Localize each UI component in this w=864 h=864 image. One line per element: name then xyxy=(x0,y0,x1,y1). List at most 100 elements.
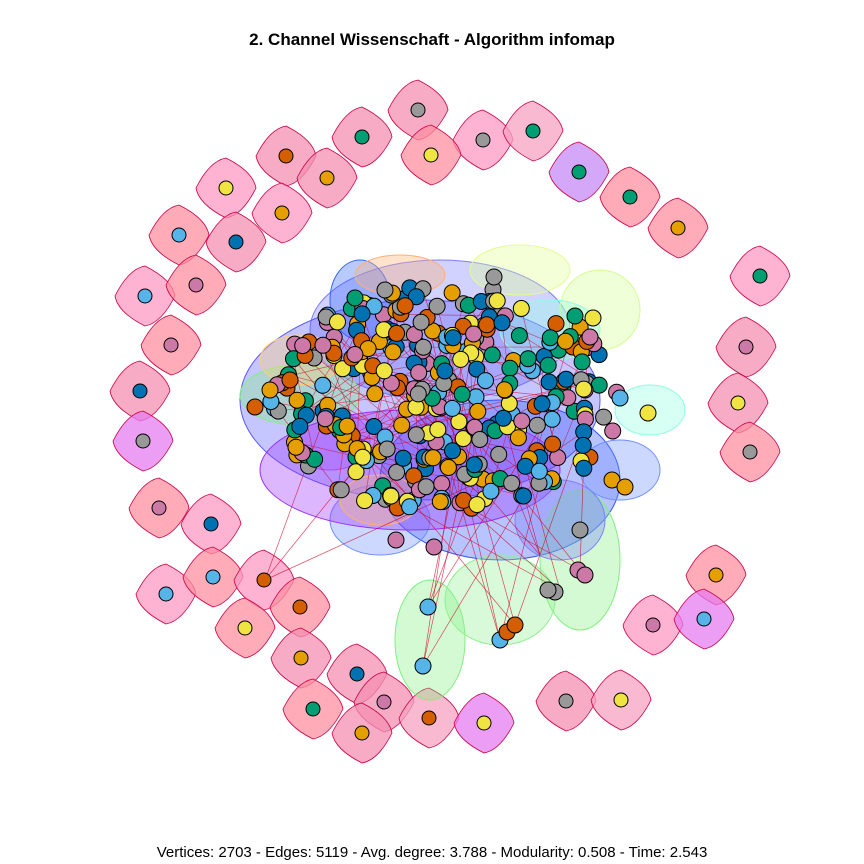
graph-node xyxy=(288,391,306,409)
graph-node xyxy=(424,449,442,467)
graph-node xyxy=(639,404,657,422)
graph-node xyxy=(347,463,365,481)
graph-node xyxy=(384,343,402,361)
graph-node xyxy=(417,478,435,496)
graph-node xyxy=(394,449,412,467)
graph-node xyxy=(573,353,591,371)
graph-node xyxy=(478,316,496,334)
graph-node xyxy=(670,220,686,236)
graph-node xyxy=(533,395,551,413)
graph-node xyxy=(228,234,244,250)
graph-node xyxy=(158,586,174,602)
graph-node xyxy=(414,338,432,356)
community-hull xyxy=(394,579,466,701)
graph-node xyxy=(547,315,565,333)
graph-node xyxy=(496,381,513,399)
graph-node xyxy=(132,383,148,399)
graph-node xyxy=(574,436,592,454)
graph-node xyxy=(378,440,396,458)
graph-node xyxy=(571,164,587,180)
graph-node xyxy=(281,371,299,389)
graph-node xyxy=(613,692,629,708)
graph-node xyxy=(429,421,447,439)
graph-node xyxy=(506,616,524,634)
graph-node xyxy=(576,566,594,584)
graph-node xyxy=(171,227,187,243)
graph-node xyxy=(436,362,454,380)
graph-node xyxy=(421,710,437,726)
graph-node xyxy=(444,442,461,460)
graph-node xyxy=(467,388,485,406)
graph-node xyxy=(539,581,557,599)
graph-node xyxy=(490,445,508,463)
community-hulls xyxy=(109,79,791,764)
graph-edge xyxy=(514,431,584,626)
node-layer xyxy=(132,102,768,741)
graph-node xyxy=(388,324,406,342)
graph-node xyxy=(454,430,472,448)
graph-edge xyxy=(302,345,449,468)
graph-node xyxy=(135,433,151,449)
graph-node xyxy=(503,474,521,492)
chart-title: 2. Channel Wissenschaft - Algorithm info… xyxy=(249,30,615,49)
graph-node xyxy=(316,410,334,428)
graph-node xyxy=(409,385,427,403)
graph-node xyxy=(539,356,557,374)
graph-node xyxy=(376,694,392,710)
graph-node xyxy=(696,611,712,627)
graph-node xyxy=(353,305,371,323)
graph-node xyxy=(332,481,350,499)
graph-node xyxy=(423,147,439,163)
graph-node xyxy=(575,459,593,477)
graph-node xyxy=(477,372,494,390)
graph-node xyxy=(708,567,724,583)
graph-node xyxy=(443,284,461,302)
graph-node xyxy=(510,327,528,345)
graph-node xyxy=(482,482,500,500)
graph-node xyxy=(407,426,425,444)
graph-edge xyxy=(503,418,541,556)
graph-node xyxy=(509,429,527,447)
graph-node xyxy=(246,398,264,416)
graph-node xyxy=(412,313,430,331)
graph-edge xyxy=(427,423,498,608)
graph-node xyxy=(387,531,405,549)
graph-node xyxy=(365,418,383,435)
graph-node xyxy=(622,189,638,205)
graph-node xyxy=(471,431,489,448)
graph-node xyxy=(584,309,602,327)
graph-node xyxy=(205,569,221,585)
graph-node xyxy=(388,463,406,481)
graph-node xyxy=(396,297,414,315)
graph-edge xyxy=(459,502,581,571)
graph-node xyxy=(291,417,309,435)
graph-node xyxy=(329,313,346,331)
graph-node xyxy=(428,297,446,315)
graph-node xyxy=(354,448,372,466)
graph-node xyxy=(419,598,437,616)
graph-node xyxy=(501,359,519,377)
graph-node xyxy=(558,693,574,709)
graph-node xyxy=(493,314,511,332)
graph-node xyxy=(346,289,364,307)
graph-node xyxy=(443,399,461,417)
graph-node xyxy=(274,205,290,221)
graph-node xyxy=(287,438,305,456)
graph-node xyxy=(294,337,312,355)
graph-node xyxy=(528,416,546,434)
graph-node xyxy=(188,277,204,293)
graph-node xyxy=(278,148,294,164)
graph-node xyxy=(513,412,531,430)
graph-edge xyxy=(344,382,587,437)
graph-node xyxy=(557,370,575,388)
graph-node xyxy=(557,332,574,350)
graph-node xyxy=(203,516,219,532)
graph-node xyxy=(752,268,768,284)
graph-node xyxy=(540,373,558,391)
graph-node xyxy=(494,409,512,427)
graph-node xyxy=(151,500,167,516)
graph-node xyxy=(346,346,364,363)
graph-node xyxy=(730,395,746,411)
graph-node xyxy=(292,599,308,615)
graph-edge xyxy=(525,466,561,591)
